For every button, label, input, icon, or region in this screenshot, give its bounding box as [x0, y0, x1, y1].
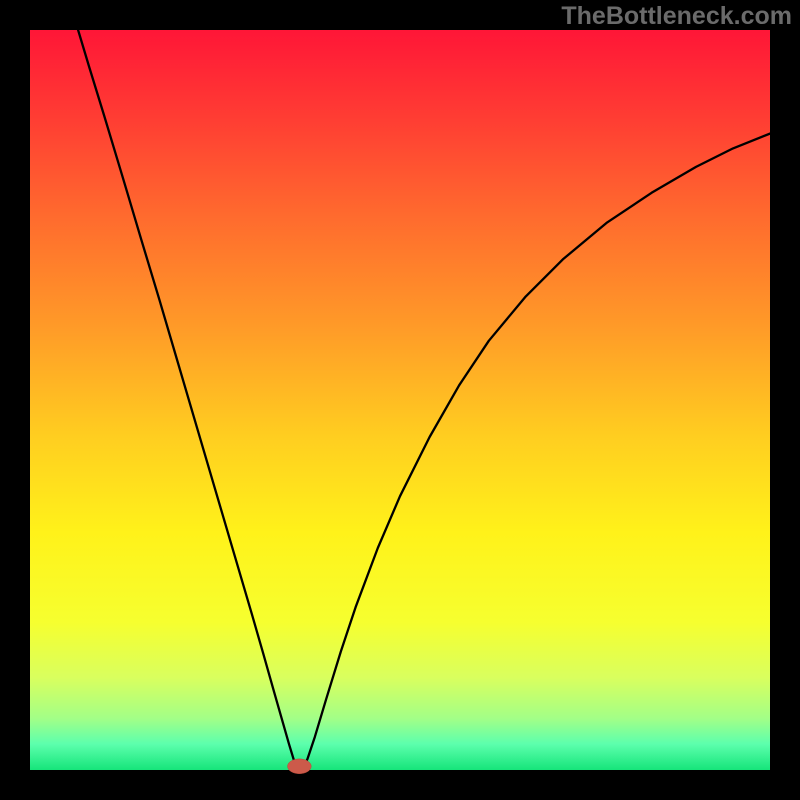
- chart-container: TheBottleneck.com: [0, 0, 800, 800]
- chart-background: [30, 30, 770, 770]
- watermark-text: TheBottleneck.com: [561, 2, 792, 31]
- optimal-point-marker: [288, 759, 312, 774]
- chart-svg: [0, 0, 800, 800]
